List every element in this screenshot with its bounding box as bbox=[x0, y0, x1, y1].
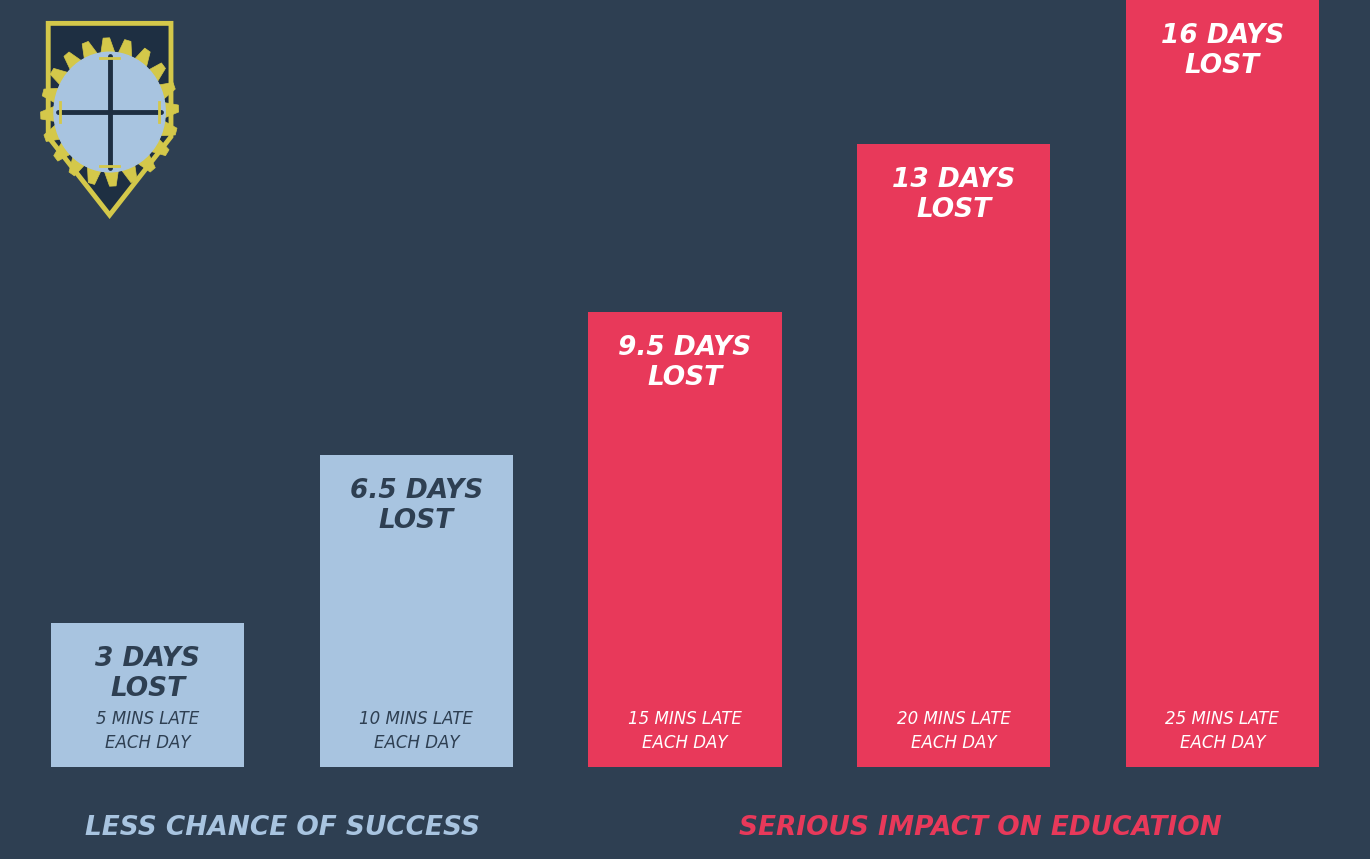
FancyBboxPatch shape bbox=[856, 143, 1051, 767]
Text: SERIOUS IMPACT ON EDUCATION: SERIOUS IMPACT ON EDUCATION bbox=[740, 815, 1222, 841]
Text: 25 MINS LATE
EACH DAY: 25 MINS LATE EACH DAY bbox=[1166, 710, 1280, 752]
Text: 5 MINS LATE
EACH DAY: 5 MINS LATE EACH DAY bbox=[96, 710, 200, 752]
Text: LESS CHANCE OF SUCCESS: LESS CHANCE OF SUCCESS bbox=[85, 815, 479, 841]
Polygon shape bbox=[41, 38, 178, 186]
Text: 9.5 DAYS
LOST: 9.5 DAYS LOST bbox=[618, 335, 752, 391]
Text: 3 DAYS
LOST: 3 DAYS LOST bbox=[96, 646, 200, 702]
Text: 6.5 DAYS
LOST: 6.5 DAYS LOST bbox=[349, 478, 484, 534]
FancyBboxPatch shape bbox=[319, 455, 514, 767]
Text: 13 DAYS
LOST: 13 DAYS LOST bbox=[892, 167, 1015, 222]
FancyBboxPatch shape bbox=[1126, 0, 1319, 767]
FancyBboxPatch shape bbox=[588, 312, 782, 767]
Text: 15 MINS LATE
EACH DAY: 15 MINS LATE EACH DAY bbox=[627, 710, 743, 752]
Text: 20 MINS LATE
EACH DAY: 20 MINS LATE EACH DAY bbox=[897, 710, 1011, 752]
Text: 16 DAYS
LOST: 16 DAYS LOST bbox=[1160, 23, 1284, 79]
FancyBboxPatch shape bbox=[51, 623, 244, 767]
Polygon shape bbox=[48, 23, 171, 215]
Circle shape bbox=[53, 52, 166, 172]
Text: 10 MINS LATE
EACH DAY: 10 MINS LATE EACH DAY bbox=[359, 710, 473, 752]
